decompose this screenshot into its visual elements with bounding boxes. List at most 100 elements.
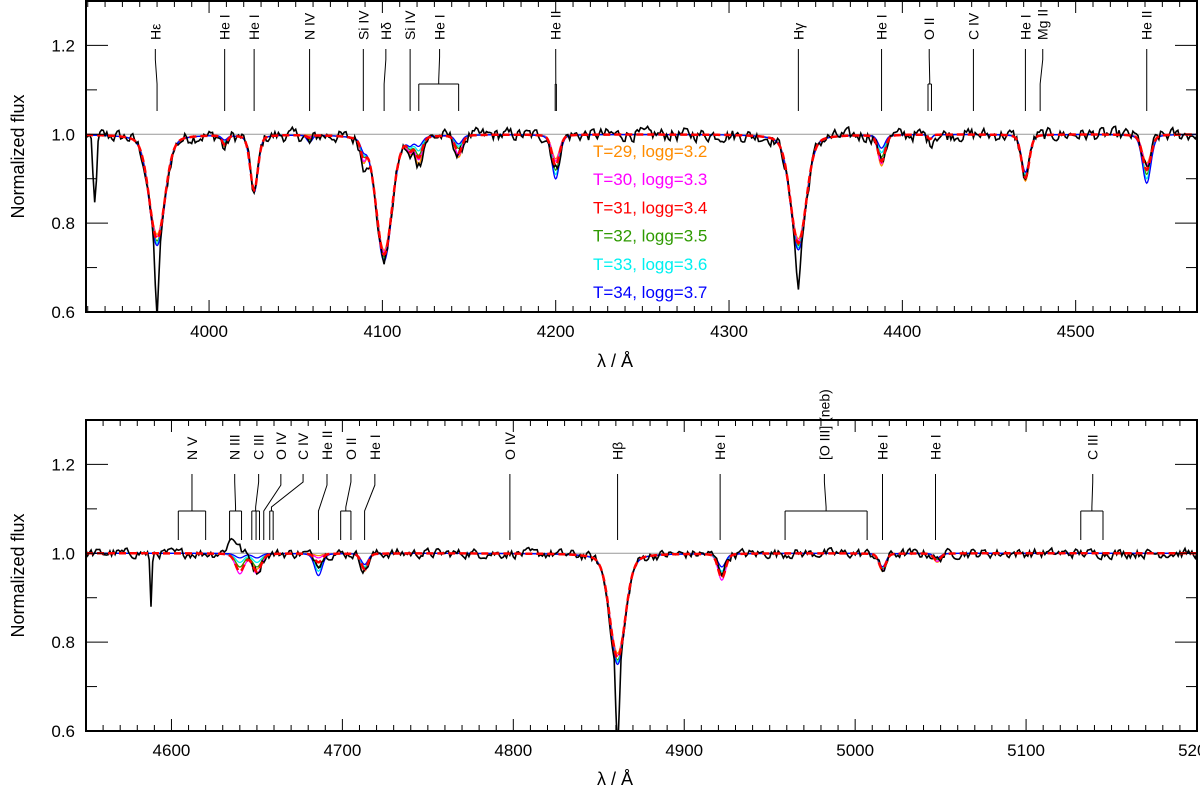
line-marker-bracket <box>229 474 243 540</box>
line-marker-label: He I <box>874 14 890 40</box>
y-tick-label: 1.2 <box>51 36 75 55</box>
line-marker: C III <box>251 434 267 540</box>
line-marker-label: Hβ <box>610 442 626 460</box>
line-marker-label: O IV <box>273 431 289 460</box>
line-marker-label: C IV <box>965 12 981 40</box>
line-marker-label: Hε <box>147 24 163 40</box>
line-marker: He I <box>927 434 943 540</box>
line-marker-pointer <box>364 474 376 540</box>
line-marker: N III <box>227 434 243 540</box>
panel-2: 4600 4700 4800 4900 5000 5100 5200 0.6 0.8 1.0 1.2… <box>8 389 1200 789</box>
line-marker-label: O IV <box>502 431 518 460</box>
line-marker-bracket <box>269 474 304 540</box>
x-tick-label: 4700 <box>323 741 361 760</box>
line-marker-label: [O III] (neb) <box>816 389 832 460</box>
line-marker-label: He I <box>875 434 891 460</box>
line-marker-label: He I <box>432 14 448 40</box>
line-marker: O II <box>340 437 359 540</box>
y-tick-label: 0.6 <box>51 722 75 741</box>
legend-entry: T=31, logg=3.4 <box>593 198 707 217</box>
line-marker-label: Hγ <box>790 23 806 40</box>
y-tick-label: 0.6 <box>51 303 75 322</box>
line-marker-bracket <box>554 49 557 111</box>
observed-spectrum <box>86 125 1197 312</box>
observed-spectrum <box>86 537 1197 731</box>
model-series-t-31-logg-3-4 <box>86 133 1197 257</box>
x-tick-label: 4100 <box>363 322 401 341</box>
line-marker-pointer <box>317 474 328 540</box>
line-marker: N V <box>177 436 207 540</box>
line-marker: He I <box>217 14 233 111</box>
line-marker: Si IV <box>402 10 418 111</box>
line-marker: He I <box>246 14 262 111</box>
x-tick-label: 4900 <box>665 741 703 760</box>
y-tick-label: 0.8 <box>51 633 75 652</box>
line-marker: C IV <box>965 12 981 111</box>
plot-area <box>86 537 1197 731</box>
line-marker-label: O II <box>343 437 359 460</box>
line-marker-label: N V <box>184 436 200 460</box>
line-marker-bracket <box>927 49 932 111</box>
line-marker-pointer <box>383 49 387 111</box>
line-marker-bracket <box>251 474 260 540</box>
legend-entry: T=33, logg=3.6 <box>593 255 707 274</box>
line-marker-label: He I <box>217 14 233 40</box>
line-marker: N IV <box>302 12 318 111</box>
y-axis-title: Normalized flux <box>8 513 28 637</box>
line-marker: Hβ <box>610 442 626 540</box>
plot-frame <box>85 419 1198 732</box>
legend-entry: T=34, logg=3.7 <box>593 283 707 302</box>
legend-entry: T=29, logg=3.2 <box>593 142 707 161</box>
line-marker-pointer <box>263 474 282 540</box>
line-marker-label: He I <box>712 434 728 460</box>
line-marker: Hε <box>147 24 163 111</box>
line-marker: He II <box>317 430 335 540</box>
plot-frame <box>85 0 1198 313</box>
x-tick-label: 4800 <box>494 741 532 760</box>
line-marker-label: N IV <box>302 12 318 40</box>
line-marker: [O III] (neb) <box>784 389 868 540</box>
model-series-t-31-logg-3-4 <box>86 552 1197 660</box>
x-tick-label: 4200 <box>537 322 575 341</box>
line-marker: O IV <box>502 431 518 540</box>
x-tick-label: 4400 <box>883 322 921 341</box>
line-marker-label: C III <box>1085 434 1101 460</box>
line-marker-label: Hδ <box>378 22 394 40</box>
x-tick-label: 4600 <box>153 741 191 760</box>
line-marker: O IV <box>263 431 289 540</box>
line-marker: Hγ <box>790 23 806 111</box>
x-tick-label: 4500 <box>1057 322 1095 341</box>
x-tick-label: 5100 <box>1007 741 1045 760</box>
line-marker-label: He II <box>319 430 335 460</box>
line-marker-bracket <box>177 474 207 540</box>
y-axis-title: Normalized flux <box>8 94 28 218</box>
line-marker: He I <box>364 434 383 540</box>
line-marker: C IV <box>269 432 311 540</box>
line-marker: He I <box>875 434 891 540</box>
line-marker: He II <box>1139 10 1155 111</box>
legend-entry: T=30, logg=3.3 <box>593 170 707 189</box>
line-marker-label: He I <box>927 434 943 460</box>
line-marker-label: He I <box>367 434 383 460</box>
line-marker-bracket <box>784 474 868 540</box>
line-marker: O II <box>921 17 937 111</box>
line-marker-label: He II <box>548 10 564 40</box>
x-tick-label: 5200 <box>1178 741 1200 760</box>
x-tick-label: 4300 <box>710 322 748 341</box>
line-marker: He II <box>548 10 564 111</box>
x-axis-title: λ / Å <box>597 351 633 371</box>
line-marker: He I <box>1017 14 1033 111</box>
line-marker-label: Si IV <box>355 10 371 40</box>
y-tick-label: 1.0 <box>51 544 75 563</box>
line-marker: He I <box>418 14 460 111</box>
y-tick-label: 0.8 <box>51 214 75 233</box>
line-marker-label: He I <box>1017 14 1033 40</box>
line-marker-label: Mg II <box>1035 9 1051 40</box>
x-tick-label: 4000 <box>190 322 228 341</box>
line-marker: C III <box>1080 434 1104 540</box>
x-axis-title: λ / Å <box>597 769 633 789</box>
y-tick-label: 1.0 <box>51 125 75 144</box>
line-marker-bracket <box>1080 474 1104 540</box>
line-marker: Si IV <box>355 10 371 111</box>
x-tick-label: 5000 <box>836 741 874 760</box>
